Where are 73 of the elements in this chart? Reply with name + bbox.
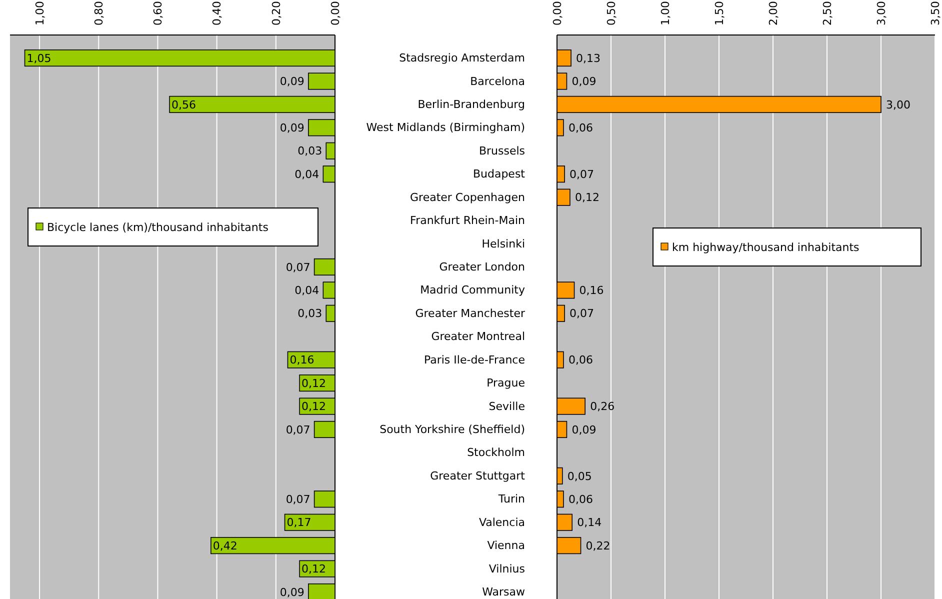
- data-label: 0,05: [567, 470, 592, 483]
- data-label: 0,12: [302, 400, 326, 414]
- data-label: 0,09: [572, 423, 596, 436]
- y-tick-label: Barcelona: [470, 74, 525, 88]
- legend-label: km highway/thousand inhabitants: [672, 240, 860, 254]
- data-label: 0,09: [280, 122, 304, 135]
- data-label: 0,13: [576, 52, 601, 65]
- y-tick-label: Paris Ile-de-France: [424, 353, 526, 366]
- data-label: 0,12: [574, 191, 600, 204]
- data-label: 3,00: [886, 98, 910, 112]
- x-tick-label: 3,00: [874, 1, 888, 26]
- y-tick-label: Warsaw: [482, 586, 525, 599]
- y-tick-label: Brussels: [478, 144, 526, 158]
- data-label: 0,12: [302, 562, 326, 576]
- y-tick-label: Budapest: [472, 168, 526, 181]
- x-tick-label: 0,80: [92, 1, 106, 26]
- x-tick-label: 0,00: [328, 1, 342, 26]
- data-label: 0,07: [570, 307, 594, 320]
- data-label: 0,03: [298, 144, 322, 158]
- y-tick-label: Vienna: [487, 539, 525, 552]
- y-tick-label: Turin: [497, 492, 526, 506]
- y-tick-label: West Midlands (Birmingham): [366, 121, 525, 134]
- y-tick-label: Valencia: [478, 516, 525, 529]
- data-label: 0,12: [302, 376, 326, 390]
- x-tick-label: 1,50: [712, 1, 726, 26]
- y-tick-label: Berlin-Brandenburg: [418, 98, 525, 111]
- data-label: 0,06: [568, 492, 593, 506]
- y-tick-label: Madrid Community: [420, 284, 526, 297]
- x-tick-label: 0,50: [604, 1, 618, 26]
- data-label: 0,03: [298, 307, 322, 320]
- y-tick-label: Prague: [486, 376, 526, 390]
- y-tick-label: Greater Manchester: [415, 306, 526, 320]
- x-tick-label: 1,00: [658, 1, 672, 26]
- x-tick-label: 0,60: [152, 1, 165, 26]
- data-label: 0,07: [286, 423, 310, 436]
- data-label: 0,42: [212, 539, 238, 552]
- x-tick-label: 2,50: [820, 1, 834, 26]
- legend-label: Bicycle lanes (km)/thousand inhabitants: [47, 220, 269, 234]
- data-label: 0,09: [280, 586, 304, 599]
- data-label: 0,07: [286, 492, 310, 506]
- data-label: 0,07: [570, 168, 594, 181]
- y-tick-label: Seville: [488, 400, 526, 413]
- data-label: 0,09: [572, 75, 596, 88]
- x-tick-label: 3,50: [928, 1, 942, 26]
- y-tick-label: Stockholm: [467, 446, 525, 460]
- data-label: 0,06: [568, 354, 593, 367]
- y-tick-label: Vilnius: [488, 562, 526, 576]
- x-tick-label: 0,00: [550, 1, 564, 26]
- data-label: 0,14: [577, 516, 602, 530]
- data-label: 0,04: [294, 284, 320, 298]
- y-tick-label: South Yorkshire (Sheffield): [380, 422, 525, 436]
- x-tick-label: 2,00: [766, 1, 780, 26]
- data-label: 0,06: [568, 122, 593, 135]
- y-tick-label: Greater London: [439, 260, 526, 274]
- data-label: 0,16: [579, 284, 604, 298]
- data-label: 0,07: [286, 260, 310, 274]
- data-label: 0,26: [590, 400, 615, 414]
- y-tick-label: Frankfurt Rhein-Main: [410, 214, 526, 228]
- y-tick-label: Stadsregio Amsterdam: [399, 52, 525, 65]
- x-tick-label: 0,20: [270, 1, 283, 26]
- data-label: 0,04: [294, 168, 320, 181]
- x-tick-label: 0,40: [210, 1, 224, 26]
- y-tick-label: Greater Stuttgart: [430, 469, 526, 482]
- y-tick-label: Greater Montreal: [431, 330, 525, 344]
- x-tick-label: 1,00: [33, 1, 46, 26]
- y-tick-label: Greater Copenhagen: [410, 190, 526, 204]
- data-label: 0,56: [172, 98, 196, 112]
- data-label: 0,16: [290, 354, 314, 367]
- y-tick-label: Helsinki: [482, 237, 525, 250]
- data-label: 0,17: [286, 516, 312, 530]
- data-label: 1,05: [26, 52, 52, 65]
- data-label: 0,22: [586, 539, 610, 552]
- data-label: 0,09: [280, 75, 304, 88]
